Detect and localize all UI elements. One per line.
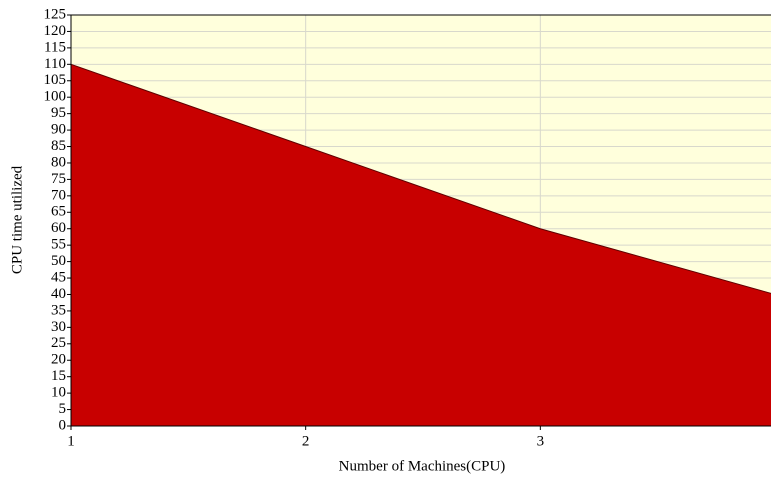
y-tick-label: 105 bbox=[44, 72, 67, 88]
y-tick-label: 35 bbox=[51, 302, 66, 318]
y-tick-label: 65 bbox=[51, 204, 66, 220]
y-axis-label: CPU time utilized bbox=[9, 165, 25, 274]
y-tick-label: 90 bbox=[51, 122, 66, 138]
y-tick-label: 25 bbox=[51, 335, 66, 351]
x-tick-label: 2 bbox=[302, 433, 310, 449]
y-tick-label: 10 bbox=[51, 385, 66, 401]
y-tick-label: 115 bbox=[44, 39, 66, 55]
y-tick-label: 70 bbox=[51, 187, 66, 203]
y-tick-label: 95 bbox=[51, 105, 66, 121]
x-tick-label: 3 bbox=[537, 433, 545, 449]
y-tick-label: 100 bbox=[44, 89, 67, 105]
plot-border bbox=[70, 14, 771, 427]
y-tick-label: 20 bbox=[51, 352, 66, 368]
y-tick-label: 50 bbox=[51, 253, 66, 269]
y-tick-label: 45 bbox=[51, 269, 66, 285]
y-tick-label: 5 bbox=[59, 401, 67, 417]
y-tick-label: 75 bbox=[51, 171, 66, 187]
y-tick-label: 30 bbox=[51, 319, 66, 335]
x-axis-label: Number of Machines(CPU) bbox=[339, 458, 506, 474]
y-tick-label: 85 bbox=[51, 138, 66, 154]
y-tick-label: 125 bbox=[44, 6, 67, 22]
y-tick-label: 0 bbox=[59, 417, 67, 433]
y-tick-label: 55 bbox=[51, 237, 66, 253]
y-tick-label: 40 bbox=[51, 286, 66, 302]
y-tick-label: 60 bbox=[51, 220, 66, 236]
y-tick-label: 110 bbox=[44, 56, 66, 72]
y-tick-label: 80 bbox=[51, 154, 66, 170]
y-tick-label: 15 bbox=[51, 368, 66, 384]
x-tick-label: 1 bbox=[67, 433, 75, 449]
y-tick-label: 120 bbox=[44, 23, 67, 39]
